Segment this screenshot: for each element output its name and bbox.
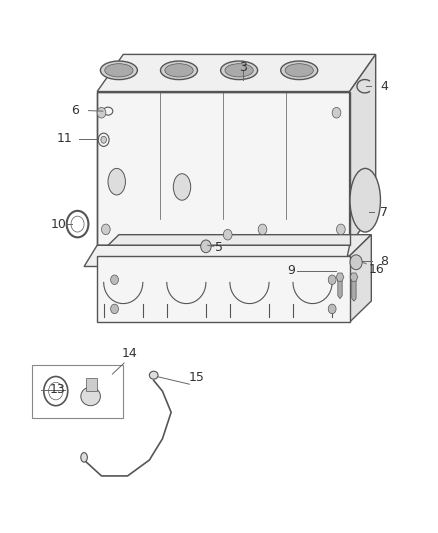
Text: 7: 7 bbox=[380, 206, 389, 219]
Circle shape bbox=[258, 224, 267, 235]
FancyBboxPatch shape bbox=[86, 378, 97, 391]
Circle shape bbox=[201, 240, 211, 253]
Text: 5: 5 bbox=[215, 241, 223, 254]
Text: 14: 14 bbox=[122, 348, 138, 360]
Circle shape bbox=[350, 255, 362, 270]
Ellipse shape bbox=[225, 63, 253, 77]
Circle shape bbox=[111, 275, 118, 285]
Polygon shape bbox=[97, 235, 371, 256]
Ellipse shape bbox=[350, 168, 381, 232]
Polygon shape bbox=[97, 54, 376, 92]
Polygon shape bbox=[97, 256, 350, 322]
Text: 6: 6 bbox=[71, 103, 79, 117]
Ellipse shape bbox=[173, 174, 191, 200]
Circle shape bbox=[97, 108, 106, 118]
Ellipse shape bbox=[108, 168, 125, 195]
Text: 9: 9 bbox=[287, 264, 295, 277]
Ellipse shape bbox=[285, 63, 313, 77]
Ellipse shape bbox=[160, 61, 198, 79]
Polygon shape bbox=[97, 92, 350, 245]
Ellipse shape bbox=[149, 371, 158, 379]
Ellipse shape bbox=[101, 136, 106, 143]
Text: 3: 3 bbox=[239, 61, 247, 74]
Polygon shape bbox=[338, 279, 342, 298]
Ellipse shape bbox=[165, 63, 193, 77]
Ellipse shape bbox=[281, 61, 318, 79]
Circle shape bbox=[328, 304, 336, 314]
Text: 8: 8 bbox=[380, 255, 389, 268]
Text: 16: 16 bbox=[369, 263, 385, 276]
Text: 10: 10 bbox=[51, 217, 67, 231]
Circle shape bbox=[102, 224, 110, 235]
Circle shape bbox=[223, 229, 232, 240]
Ellipse shape bbox=[221, 61, 258, 79]
Ellipse shape bbox=[81, 453, 87, 462]
Ellipse shape bbox=[71, 216, 84, 232]
Text: 11: 11 bbox=[57, 132, 72, 144]
Ellipse shape bbox=[105, 63, 133, 77]
Text: 13: 13 bbox=[49, 383, 65, 396]
Polygon shape bbox=[350, 54, 376, 245]
Ellipse shape bbox=[81, 387, 100, 406]
Circle shape bbox=[336, 224, 345, 235]
Text: 4: 4 bbox=[381, 80, 389, 93]
Polygon shape bbox=[336, 273, 344, 281]
Circle shape bbox=[332, 108, 341, 118]
Polygon shape bbox=[350, 273, 358, 281]
Circle shape bbox=[328, 275, 336, 285]
Polygon shape bbox=[352, 279, 356, 301]
Ellipse shape bbox=[100, 61, 138, 79]
Circle shape bbox=[111, 304, 118, 314]
Ellipse shape bbox=[49, 382, 63, 400]
Polygon shape bbox=[84, 245, 350, 266]
Polygon shape bbox=[350, 235, 371, 322]
Text: 15: 15 bbox=[188, 372, 204, 384]
